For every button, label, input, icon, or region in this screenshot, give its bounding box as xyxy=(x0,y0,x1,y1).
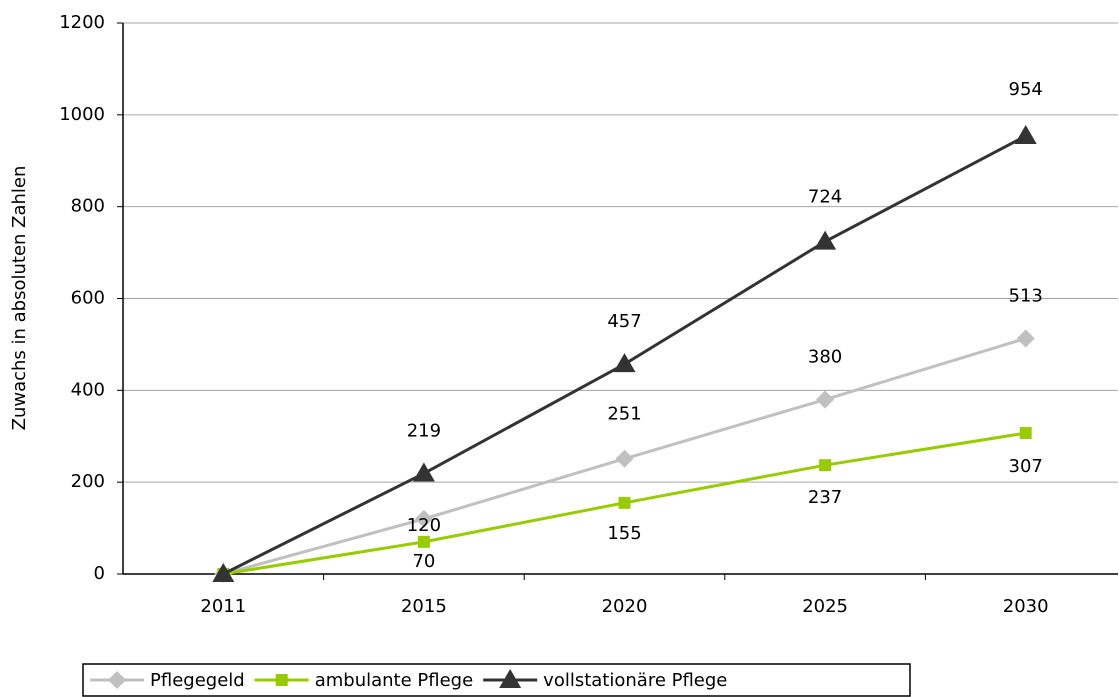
marker xyxy=(417,535,430,548)
data-label: 70 xyxy=(412,551,435,572)
x-tick-label: 2015 xyxy=(401,596,447,617)
data-label: 219 xyxy=(407,420,441,441)
legend-label: ambulante Pflege xyxy=(315,670,473,691)
y-tick-label: 0 xyxy=(94,563,105,584)
y-tick-label: 600 xyxy=(71,288,105,309)
marker xyxy=(108,671,126,689)
data-label: 307 xyxy=(1009,456,1043,477)
y-tick-label: 1200 xyxy=(59,12,105,33)
data-label: 513 xyxy=(1009,285,1043,306)
marker xyxy=(814,230,837,250)
marker xyxy=(613,353,636,373)
marker xyxy=(819,459,832,472)
y-tick-label: 400 xyxy=(71,379,105,400)
x-tick-label: 2030 xyxy=(1003,596,1049,617)
marker xyxy=(618,496,631,509)
y-axis-title: Zuwachs in absoluten Zahlen xyxy=(9,166,30,431)
legend: Pflegegeld ambulante Pflege vollstationäre… xyxy=(82,663,911,697)
marker xyxy=(499,669,522,688)
legend-label: Pflegegeld xyxy=(150,670,245,691)
data-label: 120 xyxy=(407,515,441,536)
y-tick-label: 1000 xyxy=(59,104,105,125)
data-label: 251 xyxy=(607,404,641,425)
y-tick-label: 800 xyxy=(71,196,105,217)
data-label: 380 xyxy=(808,347,842,368)
data-label: 954 xyxy=(1009,79,1043,100)
marker xyxy=(414,509,433,528)
data-label: 724 xyxy=(808,187,842,208)
series xyxy=(212,124,1037,582)
x-tick-label: 2025 xyxy=(802,596,848,617)
x-tick-label: 2011 xyxy=(200,596,246,617)
marker xyxy=(1019,427,1032,440)
marker xyxy=(212,563,235,582)
data-label: 155 xyxy=(607,523,641,544)
marker xyxy=(275,674,288,686)
data-label: 237 xyxy=(808,487,842,508)
x-tick-label: 2020 xyxy=(602,596,648,617)
marker xyxy=(615,449,634,468)
data-label: 457 xyxy=(607,311,641,332)
marker xyxy=(412,462,435,482)
marker xyxy=(1016,329,1035,348)
y-tick-label: 200 xyxy=(71,471,105,492)
marker xyxy=(1014,124,1037,144)
legend-label: vollstationäre Pflege xyxy=(543,670,727,691)
marker xyxy=(816,390,835,409)
